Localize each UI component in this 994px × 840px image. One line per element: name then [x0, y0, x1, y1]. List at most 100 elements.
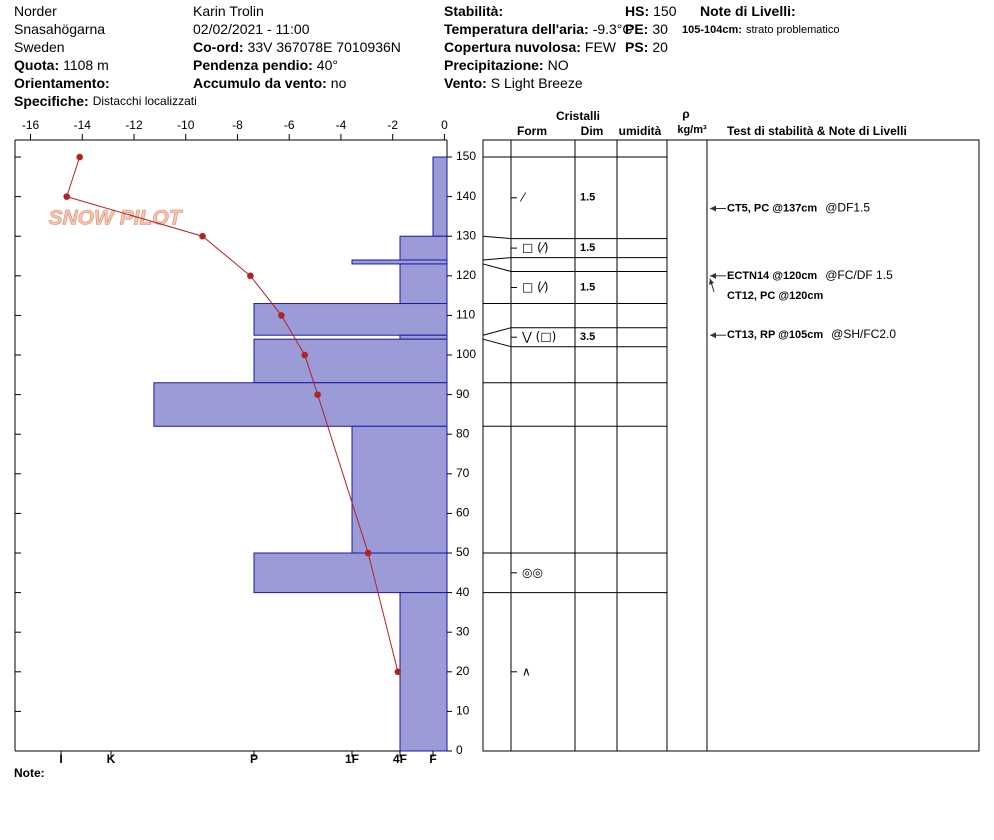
test-result: CT12, PC @120cm — [727, 290, 824, 302]
hardness-bar — [399, 235, 448, 261]
hardness-bar — [153, 382, 448, 427]
field-value: Distacchi localizzati — [93, 94, 197, 108]
hardness-tick-label: P — [250, 752, 258, 766]
depth-tick-label: 130 — [456, 228, 476, 242]
hardness-tick-label: 4F — [393, 752, 407, 766]
header-field: Accumulo da vento: no — [193, 75, 347, 91]
field-label: Quota: — [14, 57, 59, 73]
watermark: SNOW PILOT — [49, 207, 184, 230]
test-note: @FC/DF 1.5 — [825, 268, 893, 282]
temp-tick-label: -10 — [177, 118, 195, 132]
hardness-tick-label: F — [429, 752, 436, 766]
field-label: Co-ord: — [193, 39, 244, 55]
test-result: ECTN14 @120cm @FC/DF 1.5 — [727, 268, 893, 282]
field-value: Karin Trolin — [193, 3, 264, 19]
hardness-tick-label: K — [107, 752, 116, 766]
test-result: CT5, PC @137cm @DF1.5 — [727, 201, 870, 215]
field-label: HS: — [625, 3, 649, 19]
field-value: no — [331, 75, 347, 91]
table-header: Form — [517, 124, 547, 138]
layer-connector — [482, 235, 512, 240]
field-label: Stabilità: — [444, 3, 503, 19]
field-label: Copertura nuvolosa: — [444, 39, 581, 55]
field-value: 30 — [652, 21, 668, 37]
temperature-point — [63, 193, 71, 200]
field-value: Snasahögarna — [14, 21, 105, 37]
depth-tick-label: 60 — [456, 506, 470, 520]
field-label: Temperatura dell'aria: — [444, 21, 589, 37]
header-field: HS: 150 — [625, 3, 677, 19]
header-field: Norder — [14, 3, 57, 19]
depth-tick-label: 140 — [456, 189, 476, 203]
grain-form: ∧ — [522, 664, 531, 678]
hardness-bar — [432, 156, 448, 237]
footer-note: Note: — [14, 766, 45, 780]
header-field: Orientamento: — [14, 75, 110, 91]
field-value: 150 — [653, 3, 677, 19]
field-value: 02/02/2021 - 11:00 — [193, 21, 310, 37]
hardness-bar — [399, 263, 448, 305]
layer-connector — [482, 327, 512, 336]
table-header: Dim — [581, 124, 604, 138]
field-label: PS: — [625, 39, 648, 55]
grain-size: 3.5 — [580, 331, 595, 343]
depth-tick-label: 120 — [456, 268, 476, 282]
field-value: FEW — [585, 39, 617, 55]
depth-tick-label: 0 — [456, 743, 463, 757]
test-code: ECTN14 @120cm — [727, 270, 817, 282]
header-field: 105-104cm: strato problematico — [682, 24, 839, 36]
test-code: CT12, PC @120cm — [727, 290, 824, 302]
header-field: Quota: 1108 m — [14, 57, 109, 73]
depth-tick-label: 40 — [456, 585, 470, 599]
layer-connector — [482, 257, 512, 261]
header-field: Vento: S Light Breeze — [444, 75, 583, 91]
temp-tick-label: -8 — [232, 118, 243, 132]
header-field: Specifiche: Distacchi localizzati — [14, 93, 197, 109]
hardness-tick-label: I — [59, 752, 62, 766]
temp-tick-label: -4 — [336, 118, 347, 132]
header-field: Karin Trolin — [193, 3, 264, 19]
temperature-point — [364, 549, 372, 557]
arrow-head — [710, 205, 716, 212]
arrow-head — [710, 272, 716, 279]
depth-tick-label: 110 — [456, 308, 475, 322]
temperature-point — [76, 153, 83, 161]
field-label: Pendenza pendio: — [193, 57, 313, 73]
field-value: 1108 m — [63, 57, 109, 73]
temp-tick-label: -6 — [284, 118, 295, 132]
header-field: PE: 30 — [625, 21, 668, 37]
table-header: Cristalli — [556, 109, 600, 123]
field-label: 105-104cm: — [682, 24, 742, 36]
grain-form: □ (⁄) — [522, 280, 549, 294]
hardness-bar — [399, 334, 448, 340]
hardness-tick-label: 1F — [345, 752, 359, 766]
test-code: CT5, PC @137cm — [727, 202, 817, 214]
field-value: -9.3°C — [593, 21, 633, 37]
grain-size: 1.5 — [580, 192, 595, 204]
grain-form: □ (⁄) — [522, 241, 549, 255]
arrow-head — [709, 278, 714, 285]
temperature-point — [314, 391, 321, 398]
table-header: ρ — [682, 107, 689, 121]
layer-table — [482, 139, 980, 752]
header-field: 02/02/2021 - 11:00 — [193, 21, 310, 37]
grain-size: 1.5 — [580, 242, 595, 254]
table-header: Test di stabilità & Note di Livelli — [727, 124, 907, 138]
field-value: 40° — [317, 57, 338, 73]
hardness-bar — [351, 425, 448, 554]
temp-tick-label: -14 — [74, 118, 92, 132]
grain-size: 1.5 — [580, 281, 595, 293]
header-field: Sweden — [14, 39, 65, 55]
field-label: Vento: — [444, 75, 487, 91]
temp-tick-label: 0 — [441, 118, 448, 132]
layer-connector — [482, 263, 512, 272]
depth-tick-label: 70 — [456, 466, 470, 480]
field-value: NO — [548, 57, 569, 73]
field-label: Accumulo da vento: — [193, 75, 327, 91]
table-header: kg/m³ — [677, 124, 707, 136]
field-label: PE: — [625, 21, 648, 37]
depth-tick-label: 100 — [456, 347, 476, 361]
field-label: Specifiche: — [14, 93, 89, 109]
test-result: CT13, RP @105cm @SH/FC2.0 — [727, 327, 896, 341]
